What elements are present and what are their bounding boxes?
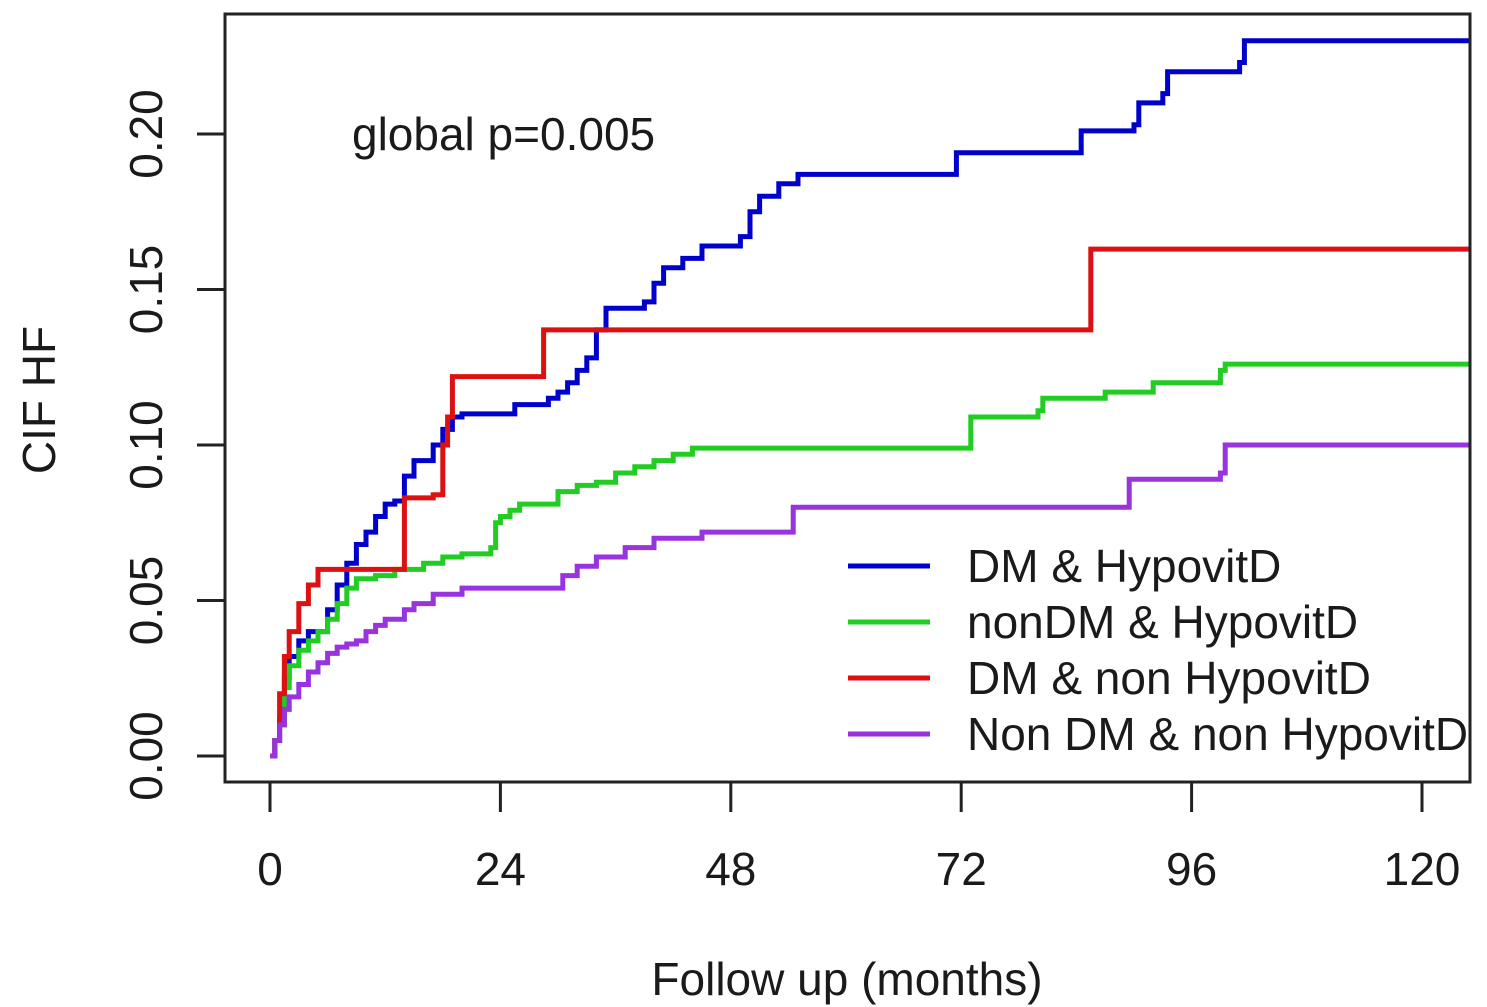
y-tick-label-1: 0.05 — [120, 556, 172, 646]
x-tick-label-72: 72 — [936, 843, 987, 895]
y-axis-label: CIF HF — [13, 326, 65, 474]
y-tick-label-0: 0.00 — [120, 711, 172, 801]
x-tick-label-96: 96 — [1166, 843, 1217, 895]
p-value-annotation: global p=0.005 — [352, 108, 655, 160]
series-line-3 — [270, 246, 1470, 759]
y-tick-label-4: 0.20 — [120, 89, 172, 179]
x-axis: 0 24 48 72 96 120 — [257, 782, 1460, 895]
series-line-4 — [270, 442, 1470, 759]
plot-frame — [223, 12, 1472, 784]
x-axis-label: Follow up (months) — [651, 953, 1042, 1005]
legend-label-1: DM & HypovitD — [967, 540, 1281, 592]
y-tick-label-3: 0.15 — [120, 245, 172, 335]
legend-label-3: DM & non HypovitD — [967, 652, 1371, 704]
x-tick-label-48: 48 — [705, 843, 756, 895]
legend-label-2: nonDM & HypovitD — [967, 596, 1358, 648]
y-tick-label-2: 0.10 — [120, 400, 172, 490]
series-layer — [270, 38, 1470, 759]
legend-label-4: Non DM & non HypovitD — [967, 708, 1468, 760]
x-tick-label-120: 120 — [1384, 843, 1461, 895]
series-line-2 — [270, 361, 1470, 759]
x-tick-label-0: 0 — [257, 843, 283, 895]
y-axis: 0.00 0.05 0.10 0.15 0.20 — [120, 89, 225, 801]
x-tick-label-24: 24 — [475, 843, 526, 895]
